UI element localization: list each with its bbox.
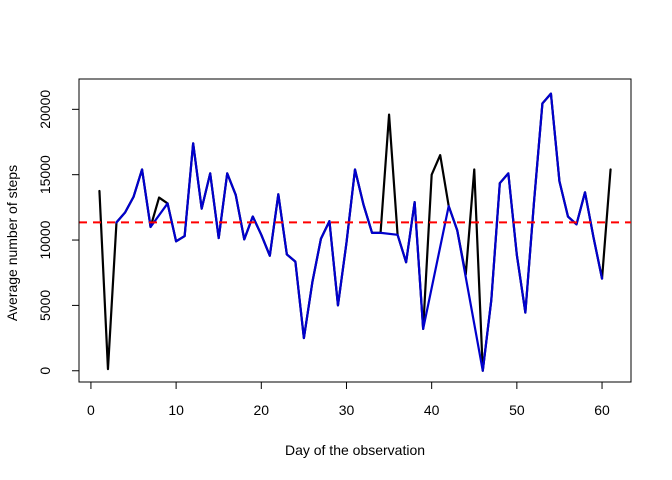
x-tick-label: 10 xyxy=(168,402,184,418)
y-tick-label: 0 xyxy=(37,367,53,375)
x-tick-label: 50 xyxy=(509,402,525,418)
y-axis: 0 5000 10000 15000 20000 xyxy=(37,90,80,375)
series-line-1 xyxy=(98,92,612,372)
x-tick-label: 30 xyxy=(339,402,355,418)
x-tick-label: 20 xyxy=(254,402,270,418)
y-tick-label: 20000 xyxy=(37,90,53,129)
x-tick-label: 40 xyxy=(424,402,440,418)
x-tick-label: 60 xyxy=(594,402,610,418)
x-tick-label: 0 xyxy=(87,402,95,418)
x-axis: 0 10 20 30 40 50 60 xyxy=(87,381,610,418)
x-axis-label: Day of the observation xyxy=(285,442,425,458)
y-tick-label: 15000 xyxy=(37,155,53,194)
y-tick-label: 10000 xyxy=(37,220,53,259)
series-line-2 xyxy=(115,92,604,372)
y-axis-label: Average number of steps xyxy=(4,165,20,321)
y-tick-label: 5000 xyxy=(37,290,53,321)
plot-frame xyxy=(78,78,632,383)
series-layer xyxy=(98,92,612,372)
